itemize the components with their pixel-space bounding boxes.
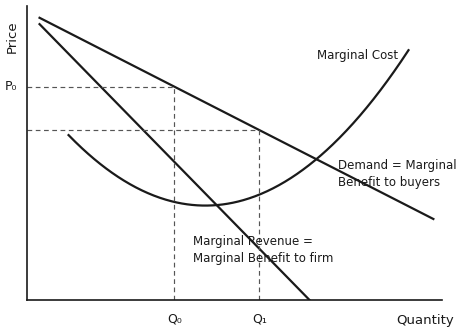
Text: Marginal Revenue =
Marginal Benefit to firm: Marginal Revenue = Marginal Benefit to f… (193, 235, 333, 265)
Text: Marginal Cost: Marginal Cost (317, 49, 399, 62)
Text: Q₁: Q₁ (252, 313, 267, 326)
Text: P₀: P₀ (4, 80, 17, 93)
Text: Q₀: Q₀ (167, 313, 182, 326)
Text: Quantity: Quantity (396, 314, 454, 327)
Text: Price: Price (6, 20, 19, 53)
Text: Demand = Marginal
Benefit to buyers: Demand = Marginal Benefit to buyers (338, 159, 456, 189)
